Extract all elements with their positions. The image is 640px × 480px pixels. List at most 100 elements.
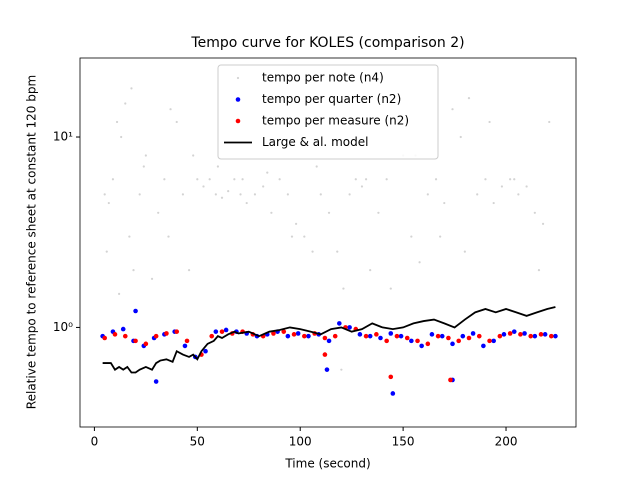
point — [266, 171, 269, 174]
point — [143, 341, 149, 347]
point — [111, 178, 115, 181]
point — [509, 178, 512, 181]
point — [385, 178, 388, 181]
point — [533, 211, 536, 214]
point — [319, 193, 322, 196]
point — [132, 269, 135, 272]
point — [187, 269, 191, 272]
point — [459, 135, 462, 139]
point — [233, 178, 236, 181]
point — [182, 343, 188, 349]
point — [398, 333, 404, 339]
point — [374, 332, 379, 337]
point — [517, 193, 520, 196]
axes-frame — [79, 57, 577, 428]
point — [138, 193, 141, 196]
y-tick-label: 10¹ — [53, 130, 73, 144]
point — [291, 332, 297, 337]
y-tick-label: 10⁰ — [53, 320, 73, 334]
point — [347, 325, 352, 330]
point — [306, 333, 311, 339]
point — [418, 261, 421, 264]
point — [167, 235, 170, 238]
y-axis-label: Relative tempo to reference sheet at con… — [25, 75, 39, 409]
point — [340, 368, 343, 371]
point — [522, 331, 527, 336]
point — [487, 338, 492, 344]
point — [394, 333, 400, 339]
point — [271, 331, 276, 336]
point — [497, 333, 503, 339]
x-tick-label: 150 — [392, 435, 415, 449]
point — [315, 165, 318, 168]
point — [142, 165, 145, 168]
point — [219, 329, 225, 334]
point — [163, 178, 166, 181]
point — [128, 235, 131, 238]
point — [118, 292, 121, 296]
point — [501, 332, 507, 337]
point — [463, 250, 466, 253]
point — [120, 135, 123, 139]
point — [481, 343, 486, 349]
point — [327, 211, 331, 214]
point — [410, 235, 413, 238]
point — [253, 193, 257, 196]
point — [357, 332, 363, 337]
point — [203, 348, 208, 354]
point — [435, 333, 441, 339]
point — [363, 333, 369, 339]
point — [384, 338, 389, 344]
point — [434, 178, 438, 181]
x-tick-label: 0 — [91, 435, 99, 449]
point — [144, 154, 147, 157]
point — [174, 329, 180, 334]
x-tick-label: 50 — [190, 435, 205, 449]
point — [311, 250, 314, 253]
point — [354, 178, 357, 181]
point — [157, 211, 160, 214]
point — [286, 193, 289, 196]
x-axis-label: Time (second) — [284, 457, 370, 471]
point — [488, 120, 491, 124]
point — [115, 120, 119, 124]
point — [278, 178, 281, 181]
point — [169, 108, 172, 111]
point — [241, 178, 244, 181]
point — [208, 178, 211, 181]
point — [553, 333, 558, 339]
point — [470, 331, 476, 336]
point — [409, 338, 414, 344]
x-tick-label: 100 — [289, 435, 312, 449]
point — [451, 108, 454, 111]
legend-label: tempo per quarter (n2) — [262, 92, 401, 106]
point — [446, 335, 451, 341]
legend-label: tempo per note (n4) — [262, 71, 384, 85]
point — [153, 379, 159, 384]
point — [476, 333, 482, 339]
point — [223, 327, 229, 333]
point — [525, 185, 528, 188]
point — [388, 331, 394, 336]
point — [426, 193, 429, 196]
point — [270, 211, 273, 214]
point — [196, 178, 199, 181]
point — [511, 329, 517, 334]
point — [332, 333, 338, 339]
point — [324, 367, 330, 372]
point — [124, 102, 127, 105]
point — [484, 178, 487, 181]
point — [476, 193, 479, 196]
point — [322, 352, 328, 357]
point — [164, 331, 169, 336]
point — [326, 338, 332, 344]
point — [377, 211, 380, 214]
point — [337, 321, 342, 326]
point — [378, 335, 383, 341]
point — [532, 333, 538, 339]
point — [549, 333, 554, 339]
point — [107, 201, 110, 205]
point — [390, 391, 396, 396]
point — [105, 250, 108, 253]
